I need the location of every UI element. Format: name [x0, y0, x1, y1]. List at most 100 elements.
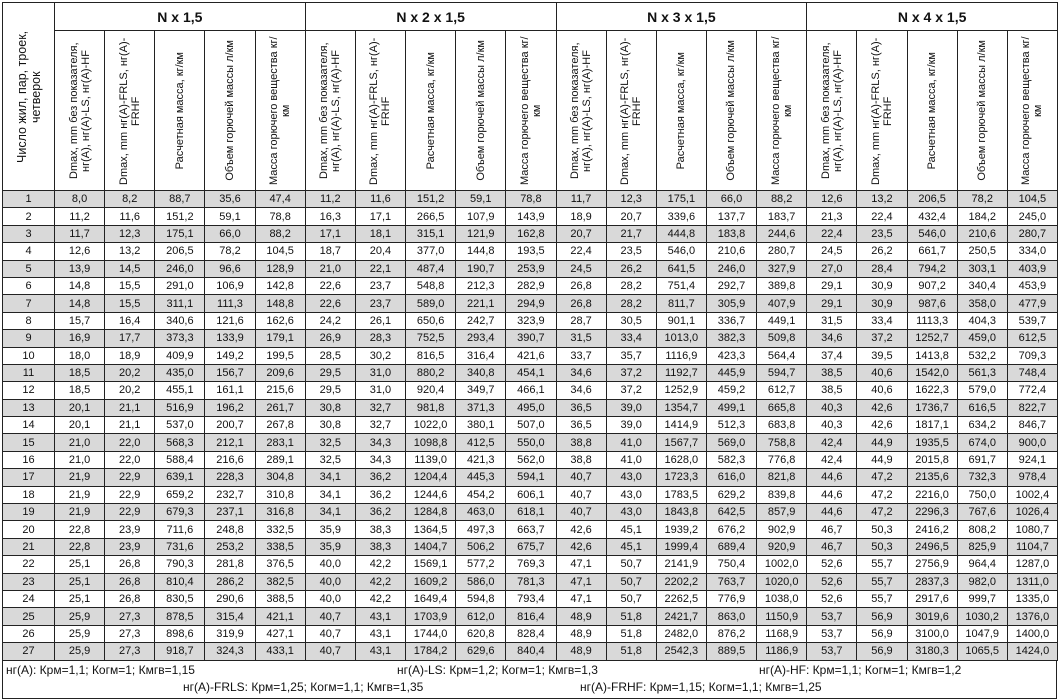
value-cell: 24,5	[806, 242, 858, 261]
value-cell: 26,2	[856, 242, 908, 261]
column-header-label: Расчетная масса, кг/км	[173, 51, 186, 170]
value-cell: 382,5	[254, 572, 306, 591]
value-cell: 2416,2	[906, 520, 958, 539]
value-cell: 22,8	[53, 520, 106, 539]
cable-parameters-table: Число жил, пар, троек, четверок N x 1,5 N…	[2, 2, 1059, 661]
value-cell: 830,5	[154, 589, 206, 609]
value-cell: 55,7	[856, 572, 908, 591]
value-cell: 52,6	[806, 555, 858, 574]
value-cell: 1116,9	[655, 346, 707, 365]
value-cell: 30,2	[354, 346, 407, 365]
value-cell: 1723,3	[655, 468, 707, 487]
value-cell: 618,1	[505, 503, 557, 522]
value-cell: 32,7	[354, 398, 407, 418]
value-cell: 20,4	[354, 242, 407, 261]
core-count-cell: 14	[2, 416, 55, 435]
value-cell: 539,7	[1006, 311, 1059, 331]
value-cell: 44,6	[806, 503, 858, 522]
value-cell: 404,3	[956, 311, 1008, 331]
value-cell: 731,6	[154, 537, 206, 557]
value-cell: 17,1	[354, 207, 407, 226]
value-cell: 34,6	[806, 329, 858, 348]
value-cell: 18,5	[53, 363, 106, 383]
value-cell: 183,8	[705, 224, 758, 244]
value-cell: 1284,8	[405, 503, 457, 522]
value-cell: 43,1	[354, 642, 407, 661]
footnote-ng-a-hf: нг(А)-HF: Крм=1,1; Когм=1; Кмгв=1,2	[759, 662, 962, 677]
value-cell: 407,9	[756, 294, 808, 313]
column-header: Расчетная масса, кг/км	[655, 30, 707, 191]
value-cell: 38,3	[354, 537, 407, 557]
value-cell: 1783,5	[655, 485, 707, 505]
value-cell: 423,3	[705, 346, 758, 365]
value-cell: 26,8	[555, 276, 607, 296]
value-cell: 184,2	[956, 207, 1008, 226]
value-cell: 1569,1	[405, 555, 457, 574]
core-count-cell: 12	[2, 381, 55, 400]
value-cell: 421,6	[505, 346, 557, 365]
value-cell: 26,8	[104, 572, 156, 591]
value-cell: 1038,0	[756, 589, 808, 609]
value-cell: 421,1	[254, 607, 306, 626]
column-header: Dmax, mm без показателя, нг(А), нг(А)-LS…	[555, 30, 607, 191]
value-cell: 338,5	[254, 537, 306, 557]
value-cell: 659,2	[154, 485, 206, 505]
value-cell: 767,6	[956, 503, 1008, 522]
value-cell: 676,2	[705, 520, 758, 539]
value-cell: 999,7	[956, 589, 1008, 609]
value-cell: 52,6	[806, 589, 858, 609]
value-cell: 878,5	[154, 607, 206, 626]
value-cell: 663,7	[505, 520, 557, 539]
table-row: 18 21,9 22,9 659,2 232,7 310,8 34,1 36,2 1244,6 4…	[2, 485, 1059, 505]
value-cell: 28,4	[856, 259, 908, 278]
value-cell: 35,6	[204, 189, 256, 209]
group-header: N x 3 x 1,5	[555, 2, 808, 31]
value-cell: 40,6	[856, 363, 908, 383]
value-cell: 25,1	[53, 555, 106, 574]
value-cell: 1567,7	[655, 433, 707, 452]
value-cell: 106,9	[204, 276, 256, 296]
value-cell: 20,7	[605, 207, 657, 226]
value-cell: 612,7	[756, 381, 808, 400]
value-cell: 40,6	[856, 381, 908, 400]
value-cell: 880,2	[405, 363, 457, 383]
value-cell: 2216,0	[906, 485, 958, 505]
value-cell: 568,3	[154, 433, 206, 452]
value-cell: 34,3	[354, 450, 407, 470]
value-cell: 78,8	[505, 189, 557, 209]
value-cell: 11,2	[53, 207, 106, 226]
value-cell: 15,7	[53, 311, 106, 331]
column-header-label: Dmax, mm нг(А)-FRLS, нг(А)-FRHF	[869, 36, 894, 185]
value-cell: 691,7	[956, 450, 1008, 470]
value-cell: 487,4	[405, 259, 457, 278]
value-cell: 107,9	[455, 207, 507, 226]
value-cell: 206,5	[154, 242, 206, 261]
value-cell: 104,5	[254, 242, 306, 261]
value-cell: 822,7	[1006, 398, 1059, 418]
value-cell: 200,7	[204, 416, 256, 435]
value-cell: 537,0	[154, 416, 206, 435]
value-cell: 266,5	[405, 207, 457, 226]
core-count-cell: 18	[2, 485, 55, 505]
value-cell: 389,8	[756, 276, 808, 296]
value-cell: 1065,5	[956, 642, 1008, 661]
table-row: 11 18,5 20,2 435,0 156,7 209,6 29,5 31,0 880,2 34…	[2, 363, 1059, 383]
value-cell: 78,8	[254, 207, 306, 226]
value-cell: 43,1	[354, 607, 407, 626]
value-cell: 22,9	[104, 485, 156, 505]
value-cell: 380,1	[455, 416, 507, 435]
value-cell: 1542,0	[906, 363, 958, 383]
value-cell: 42,2	[354, 555, 407, 574]
group-header: N x 4 x 1,5	[806, 2, 1058, 31]
value-cell: 28,7	[555, 311, 607, 331]
value-cell: 162,8	[505, 224, 557, 244]
value-cell: 8,0	[53, 189, 106, 209]
value-cell: 28,3	[354, 329, 407, 348]
value-cell: 22,9	[104, 468, 156, 487]
value-cell: 12,6	[806, 189, 858, 209]
value-cell: 303,1	[956, 259, 1008, 278]
value-cell: 550,0	[505, 433, 557, 452]
value-cell: 47,1	[555, 572, 607, 591]
value-cell: 304,8	[254, 468, 306, 487]
column-header: Объем горючей массы л/км	[204, 30, 256, 191]
